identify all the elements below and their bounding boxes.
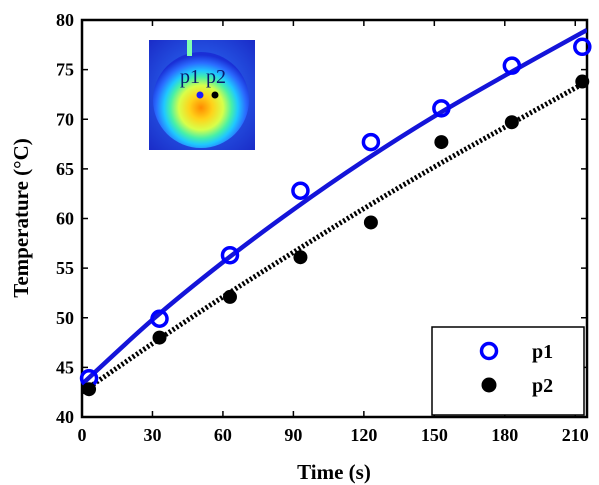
point-p1 [502,56,522,75]
data-points [79,37,592,397]
y-tick-label: 60 [56,209,74,229]
inset-label-p2: p2 [206,66,226,88]
thermal-inset: p1 p2 [149,40,255,150]
fit-line-p1 [82,27,587,386]
point-p1 [291,181,310,200]
x-tick-label: 30 [143,425,161,445]
x-tick-label: 180 [491,425,518,445]
y-tick-label: 70 [56,109,74,129]
x-tick-label: 90 [284,425,302,445]
y-tick-label: 45 [56,357,74,377]
y-tick-label: 40 [56,407,74,427]
x-tick-label: 120 [350,425,377,445]
y-tick-label: 65 [56,159,74,179]
point-p2 [82,382,97,397]
legend-marker-p1 [479,341,499,361]
inset-probe [187,40,192,56]
inset-point-p1 [196,91,204,99]
point-p2 [434,135,449,150]
point-p1 [361,132,381,152]
x-tick-label: 150 [421,425,448,445]
point-p2 [222,289,237,304]
legend-marker-p2 [481,377,497,393]
point-p1 [432,99,451,118]
point-p2 [152,330,167,345]
point-p2 [363,215,378,230]
legend: p1 p2 [431,326,585,416]
y-tick-label: 55 [56,258,74,278]
y-tick-label: 80 [56,10,74,30]
x-tick-label: 210 [562,425,589,445]
x-tick-label: 60 [214,425,232,445]
legend-label-p1: p1 [532,341,553,363]
point-p1 [573,37,592,57]
point-p1 [220,245,240,265]
legend-label-p2: p2 [532,375,553,397]
x-axis-title: Time (s) [297,460,371,484]
y-tick-label: 75 [56,60,74,80]
inset-label-p1: p1 [180,66,200,88]
axis-ticks: 0 30 60 90 120 150 180 210 40 45 50 55 60 65 70 75 80 [56,10,589,445]
inset-hot-spot [153,52,249,148]
legend-box [431,326,585,416]
point-p2 [293,250,308,265]
inset-point-p2 [211,91,219,99]
point-p1 [150,309,169,328]
point-p2 [504,115,519,130]
x-tick-label: 0 [78,425,87,445]
y-axis-title: Temperature (°C) [9,138,33,297]
y-tick-label: 50 [56,308,74,328]
point-p2 [575,74,590,89]
